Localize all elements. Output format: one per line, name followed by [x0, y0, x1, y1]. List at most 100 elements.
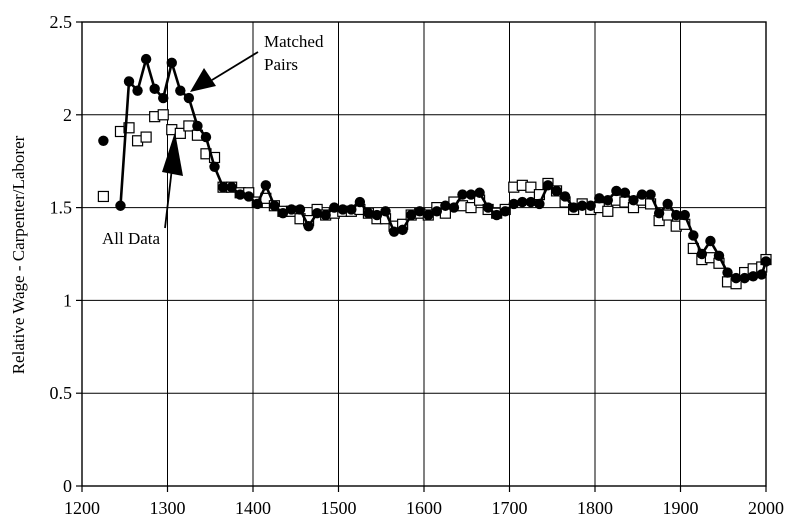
- matched-pairs-point: [585, 200, 596, 211]
- matched-pairs-point: [252, 198, 263, 210]
- matched-pairs-point: [140, 53, 152, 65]
- x-tick-label: 1300: [150, 498, 186, 518]
- x-tick-label: 1200: [64, 498, 100, 518]
- matched-pairs-point: [747, 271, 759, 282]
- matched-pairs-point: [688, 230, 699, 241]
- matched-pairs-point: [568, 202, 579, 213]
- matched-pairs-point: [465, 189, 477, 200]
- matched-pairs-point: [217, 181, 229, 193]
- matched-pairs-point: [200, 131, 212, 143]
- matched-pairs-point: [662, 198, 673, 210]
- matched-pairs-point: [132, 85, 143, 96]
- matched-pairs-point: [517, 196, 528, 208]
- x-tick-label: 1800: [577, 498, 613, 518]
- y-tick-label: 2: [63, 105, 72, 125]
- matched-pairs-point: [226, 181, 237, 193]
- matched-pairs-point: [158, 92, 169, 104]
- y-tick-labels: 0 0.5 1 1.5 2 2.5: [50, 12, 73, 496]
- matched-pairs-point: [234, 189, 246, 200]
- arrow-to-matched-pairs: [190, 51, 259, 92]
- matched-pairs-point: [277, 207, 289, 219]
- series-all-data: [97, 109, 772, 290]
- matched-pairs-point: [611, 185, 622, 197]
- matched-pairs-point: [636, 189, 648, 200]
- matched-pairs-point: [722, 267, 733, 278]
- annotation-matched-pairs-line2: Pairs: [264, 55, 298, 74]
- matched-pairs-point: [405, 209, 417, 221]
- y-tick-label: 0: [63, 476, 72, 496]
- matched-pairs-point: [645, 189, 656, 200]
- matched-pairs-point: [730, 272, 742, 284]
- matched-pairs-point: [756, 269, 767, 280]
- x-tick-label: 1900: [663, 498, 699, 518]
- matched-pairs-point: [388, 226, 400, 237]
- matched-pairs-point: [619, 187, 631, 198]
- all-data-point: [123, 122, 135, 134]
- y-tick-label: 2.5: [50, 12, 73, 32]
- matched-pairs-point: [525, 196, 537, 208]
- matched-pairs-point: [482, 202, 494, 213]
- matched-pairs-point: [474, 187, 485, 198]
- matched-pairs-point: [760, 256, 772, 267]
- matched-pairs-point: [653, 207, 665, 219]
- matched-pairs-point: [311, 207, 323, 219]
- matched-pairs-point: [542, 180, 554, 191]
- x-tick-label: 1700: [492, 498, 528, 518]
- matched-pairs-point: [508, 198, 519, 210]
- matched-pairs-point: [294, 204, 306, 215]
- matched-pairs-point: [286, 204, 297, 215]
- matched-pairs-point: [491, 209, 502, 221]
- matched-pairs-point: [397, 224, 408, 236]
- y-tick-label: 1: [63, 290, 72, 310]
- matched-pairs-point: [594, 193, 605, 204]
- annotation-all-data: All Data: [102, 229, 161, 248]
- all-data-point: [157, 109, 169, 121]
- matched-pairs-point: [713, 250, 725, 262]
- matched-pairs-point: [423, 209, 434, 221]
- matched-pairs-point: [739, 272, 750, 284]
- arrow-to-all-data: [162, 132, 183, 229]
- matched-pairs-point: [431, 206, 443, 217]
- all-data-point: [602, 205, 614, 217]
- matched-pairs-point: [329, 202, 340, 213]
- matched-pairs-point: [457, 189, 468, 200]
- matched-pairs-isolated-point: [98, 135, 109, 146]
- matched-pairs-point: [303, 220, 314, 232]
- matched-pairs-point: [534, 198, 545, 210]
- all-data-point: [97, 190, 109, 203]
- matched-pairs-point: [337, 204, 348, 215]
- matched-pairs-point: [371, 209, 383, 221]
- matched-pairs-point: [363, 207, 374, 219]
- x-tick-label: 1500: [321, 498, 357, 518]
- x-tick-labels: 1200 1300 1400 1500 1600 1700 1800 1900 2000: [64, 498, 784, 518]
- all-data-point: [140, 131, 152, 143]
- matched-pairs-point: [576, 200, 588, 211]
- matched-pairs-point: [123, 76, 135, 87]
- matched-pairs-point: [705, 235, 716, 247]
- matched-pairs-point: [346, 204, 357, 215]
- all-data-point: [174, 127, 186, 139]
- matched-pairs-point: [192, 120, 203, 132]
- x-tick-label: 1600: [406, 498, 442, 518]
- matched-pairs-point: [115, 200, 126, 211]
- y-axis-label: Relative Wage - Carpenter/Laborer: [9, 135, 28, 374]
- series-matched-pairs: [98, 53, 772, 284]
- matched-pairs-point: [175, 85, 186, 96]
- matched-pairs-point: [380, 206, 391, 217]
- matched-pairs-point: [500, 206, 511, 217]
- matched-pairs-point: [551, 185, 562, 197]
- matched-pairs-point: [209, 161, 220, 172]
- annotation-matched-pairs-line1: Matched: [264, 32, 324, 51]
- matched-pairs-point: [414, 206, 425, 217]
- matched-pairs-point: [149, 83, 160, 95]
- matched-pairs-point: [696, 248, 708, 260]
- matched-pairs-point: [243, 191, 254, 202]
- y-tick-label: 1.5: [50, 198, 73, 218]
- series-group: [97, 53, 772, 290]
- matched-pairs-point: [166, 57, 177, 69]
- all-data-point: [465, 202, 477, 214]
- matched-pairs-point: [628, 194, 639, 206]
- matched-pairs-point: [440, 200, 451, 211]
- matched-pairs-point: [320, 209, 331, 221]
